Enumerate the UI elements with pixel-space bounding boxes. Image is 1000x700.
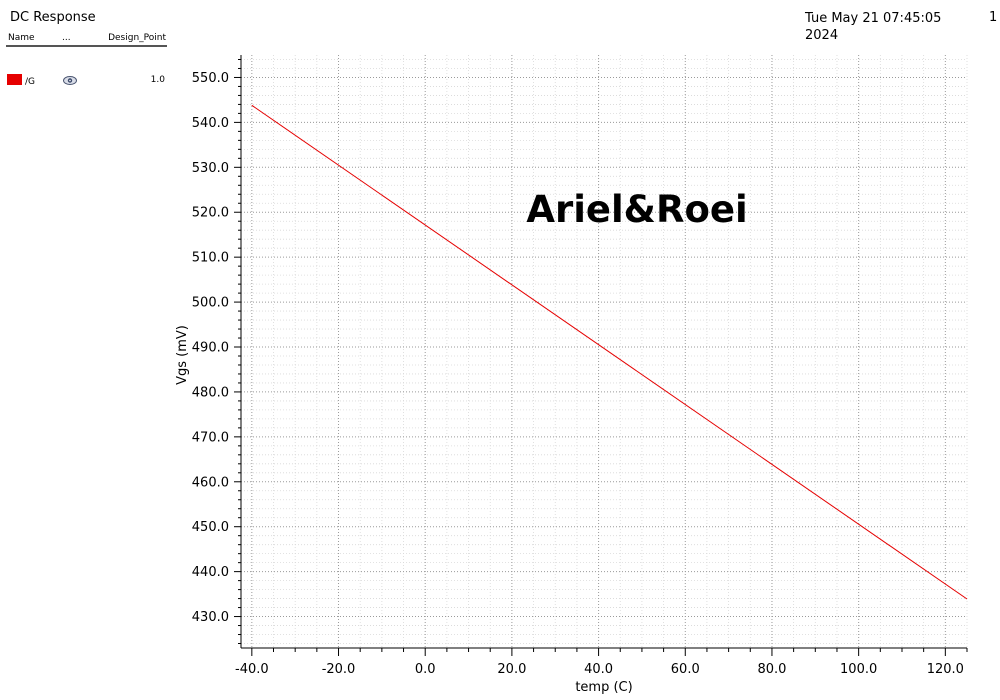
eye-icon[interactable] <box>63 76 77 85</box>
x-axis-label: temp (C) <box>575 680 632 695</box>
x-tick-label: 60.0 <box>671 662 700 677</box>
y-tick-label: 540.0 <box>192 116 229 131</box>
x-tick-label: 100.0 <box>840 662 877 677</box>
x-tick-label: -40.0 <box>235 662 269 677</box>
x-tick-label: -20.0 <box>322 662 356 677</box>
x-tick-label: 80.0 <box>757 662 786 677</box>
y-axis-label: Vgs (mV) <box>175 325 190 385</box>
legend-signal-name: /G <box>25 77 36 87</box>
legend-col-more[interactable]: ... <box>62 33 71 43</box>
page-number: 1 <box>989 10 998 25</box>
x-tick-label: 20.0 <box>497 662 526 677</box>
y-tick-label: 490.0 <box>192 341 229 356</box>
y-tick-label: 430.0 <box>192 610 229 625</box>
timestamp: Tue May 21 07:45:05 2024 <box>805 11 942 43</box>
annotation-text: Ariel&Roei <box>526 188 747 231</box>
y-tick-label: 520.0 <box>192 206 229 221</box>
x-tick-label: 120.0 <box>927 662 964 677</box>
window-title: DC Response <box>10 10 96 25</box>
y-tick-label: 550.0 <box>192 71 229 86</box>
x-tick-label: 40.0 <box>584 662 613 677</box>
y-tick-label: 470.0 <box>192 430 229 445</box>
y-tick-label: 450.0 <box>192 520 229 535</box>
series-line-G[interactable] <box>251 104 968 600</box>
y-tick-label: 460.0 <box>192 475 229 490</box>
legend-col-name: Name <box>8 33 35 43</box>
x-tick-label: 0.0 <box>415 662 436 677</box>
legend-header: Name ... Design_Point <box>6 33 167 47</box>
legend-col-design-point: Design_Point <box>108 33 166 43</box>
legend-row[interactable]: /G 1.0 <box>6 73 167 89</box>
legend-color-swatch[interactable] <box>7 74 22 85</box>
legend-design-point-value: 1.0 <box>150 75 165 85</box>
y-tick-label: 440.0 <box>192 565 229 580</box>
y-tick-label: 510.0 <box>192 251 229 266</box>
y-tick-label: 480.0 <box>192 385 229 400</box>
y-tick-label: 530.0 <box>192 161 229 176</box>
y-tick-label: 500.0 <box>192 296 229 311</box>
